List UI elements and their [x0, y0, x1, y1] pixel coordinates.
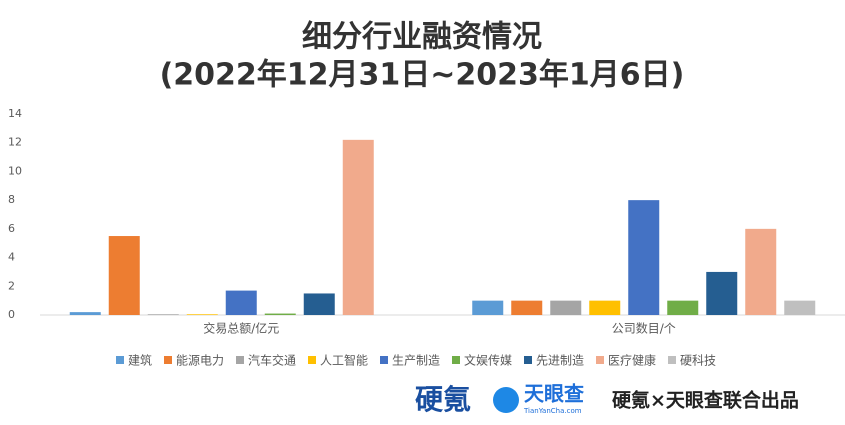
legend-swatch — [596, 356, 604, 364]
x-tick-label: 公司数目/个 — [612, 321, 676, 336]
logo-icon — [493, 387, 519, 413]
chart-title: 细分行业融资情况 — [302, 20, 542, 55]
bar — [550, 300, 582, 315]
y-tick-label: 6 — [8, 222, 15, 235]
x-tick-label: 交易总额/亿元 — [203, 321, 279, 336]
bar — [186, 314, 218, 315]
logo-subtext: TianYanCha.com — [523, 407, 582, 415]
y-tick-label: 14 — [8, 107, 22, 120]
bar — [667, 300, 699, 315]
bar — [784, 300, 816, 315]
legend-label: 人工智能 — [320, 353, 368, 368]
bar — [511, 300, 543, 315]
bar — [303, 293, 335, 315]
legend-label: 生产制造 — [392, 354, 440, 368]
logo-text: 天眼查 — [524, 382, 584, 406]
logo-text: 硬氪 — [415, 383, 471, 416]
legend-swatch — [380, 356, 388, 364]
bar — [225, 290, 257, 315]
legend-swatch — [524, 356, 532, 364]
legend-swatch — [668, 356, 676, 364]
bar — [69, 312, 101, 315]
legend-swatch — [308, 356, 316, 364]
legend-label: 文娱传媒 — [464, 353, 512, 368]
credit: 硬氪×天眼查联合出品 — [612, 389, 799, 412]
y-tick-label: 2 — [8, 279, 15, 292]
y-tick-label: 4 — [8, 251, 15, 264]
bar — [147, 314, 179, 315]
bar — [342, 139, 374, 315]
y-tick-label: 0 — [8, 308, 15, 321]
legend-swatch — [452, 356, 460, 364]
bar — [628, 200, 660, 315]
chart-subtitle: (2022年12月31日~2023年1月6日) — [160, 58, 685, 93]
legend-label: 建筑 — [128, 353, 152, 368]
y-tick-label: 12 — [8, 136, 22, 149]
legend-label: 硬科技 — [680, 354, 716, 368]
bar — [108, 236, 140, 315]
legend-label: 汽车交通 — [248, 353, 296, 368]
legend-label: 能源电力 — [176, 354, 224, 368]
legend-swatch — [164, 356, 172, 364]
bar — [745, 228, 777, 315]
legend-label: 医疗健康 — [608, 353, 656, 368]
bar — [706, 271, 738, 315]
legend-swatch — [236, 356, 244, 364]
bar — [589, 300, 621, 315]
legend-label: 先进制造 — [536, 354, 584, 368]
y-tick-label: 8 — [8, 193, 15, 206]
y-tick-label: 10 — [8, 164, 22, 177]
legend-swatch — [116, 356, 124, 364]
bar — [472, 300, 504, 315]
bar — [264, 313, 296, 315]
